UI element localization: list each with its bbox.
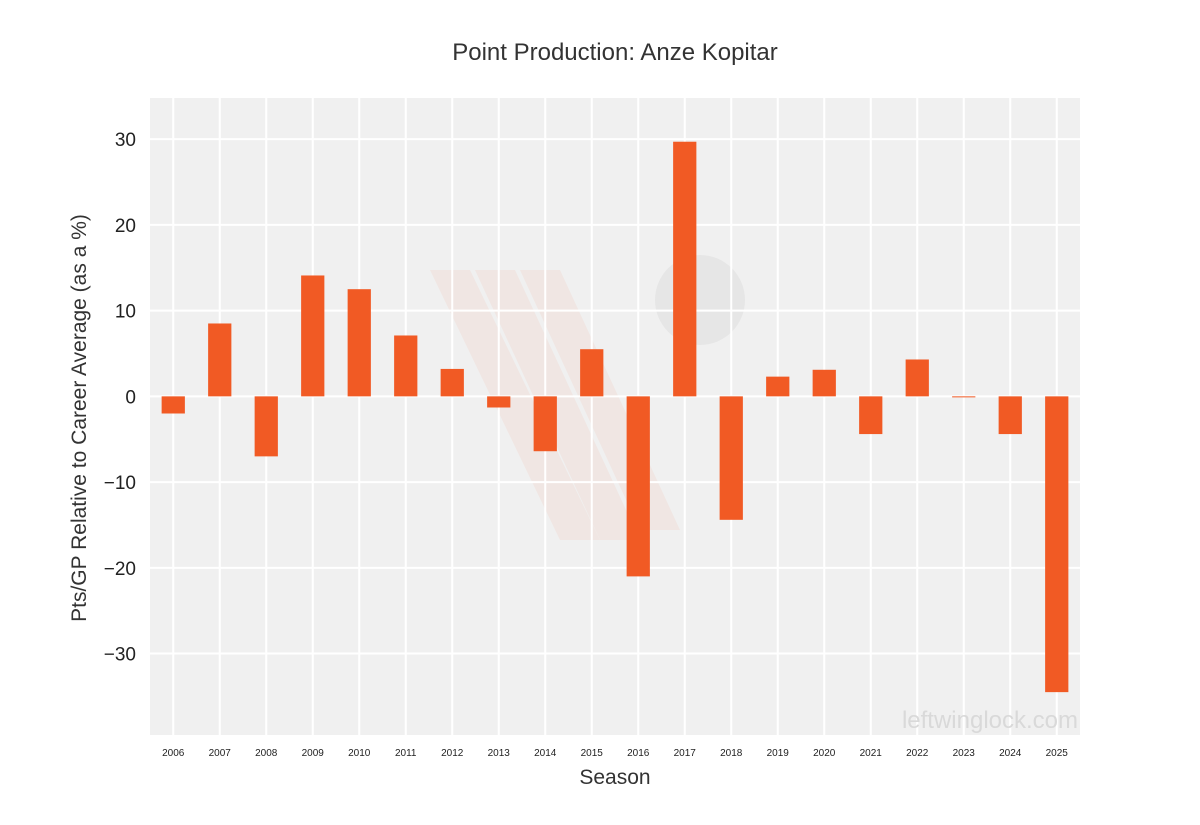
x-tick-label: 2013	[488, 748, 511, 759]
bar-2008	[254, 396, 278, 457]
x-tick-label: 2011	[395, 748, 417, 759]
x-tick-label: 2015	[581, 748, 604, 759]
bar-2020	[812, 369, 836, 397]
x-tick-label: 2024	[999, 748, 1022, 759]
x-tick-label: 2006	[162, 748, 185, 759]
bar-2006	[161, 396, 185, 414]
x-tick-label: 2012	[441, 748, 464, 759]
y-tick-label: 0	[125, 387, 136, 408]
bar-2015	[580, 349, 604, 397]
bar-2023	[952, 396, 976, 398]
x-tick-label: 2025	[1046, 748, 1069, 759]
y-tick-label: −20	[104, 559, 136, 580]
x-tick-label: 2019	[767, 748, 790, 759]
bar-2025	[1045, 396, 1069, 693]
bar-2011	[394, 335, 418, 397]
bar-2009	[301, 275, 325, 397]
x-tick-label: 2021	[860, 748, 883, 759]
y-axis-label: Pts/GP Relative to Career Average (as a …	[68, 214, 91, 622]
y-tick-label: −10	[104, 473, 136, 494]
x-tick-label: 2018	[720, 748, 743, 759]
x-tick-label: 2023	[953, 748, 976, 759]
bar-2013	[487, 396, 511, 408]
x-tick-label: 2009	[302, 748, 325, 759]
x-tick-label: 2007	[209, 748, 232, 759]
bar-2017	[673, 141, 697, 397]
y-tick-label: −30	[104, 645, 136, 666]
y-tick-label: 30	[115, 130, 136, 151]
x-tick-label: 2014	[534, 748, 557, 759]
bar-2010	[347, 289, 371, 397]
bar-2021	[859, 396, 883, 435]
x-tick-label: 2017	[674, 748, 697, 759]
x-tick-label: 2020	[813, 748, 836, 759]
x-tick-label: 2008	[255, 748, 278, 759]
bar-2018	[719, 396, 743, 520]
x-tick-label: 2016	[627, 748, 650, 759]
watermark: leftwinglock.com	[902, 707, 1078, 734]
bar-2012	[440, 368, 464, 397]
bar-2019	[766, 376, 790, 397]
x-axis-label: Season	[579, 766, 650, 789]
bar-2014	[533, 396, 557, 452]
bar-2022	[905, 359, 929, 397]
bars	[161, 141, 1069, 693]
chart-title: Point Production: Anze Kopitar	[452, 39, 778, 66]
y-tick-label: 10	[115, 302, 136, 323]
y-axis: 30 20 10 0 −10 −20 −30	[104, 130, 136, 665]
plot-area	[150, 98, 1080, 735]
bar-2024	[998, 396, 1022, 435]
bar-2007	[208, 323, 232, 397]
x-axis: 2006 2007 2008 2009 2010 2011 2012 2013 2014 2015…	[162, 748, 1068, 759]
y-tick-label: 20	[115, 216, 136, 237]
bar-2016	[626, 396, 650, 577]
x-tick-label: 2022	[906, 748, 929, 759]
x-tick-label: 2010	[348, 748, 371, 759]
grid	[150, 98, 1080, 735]
